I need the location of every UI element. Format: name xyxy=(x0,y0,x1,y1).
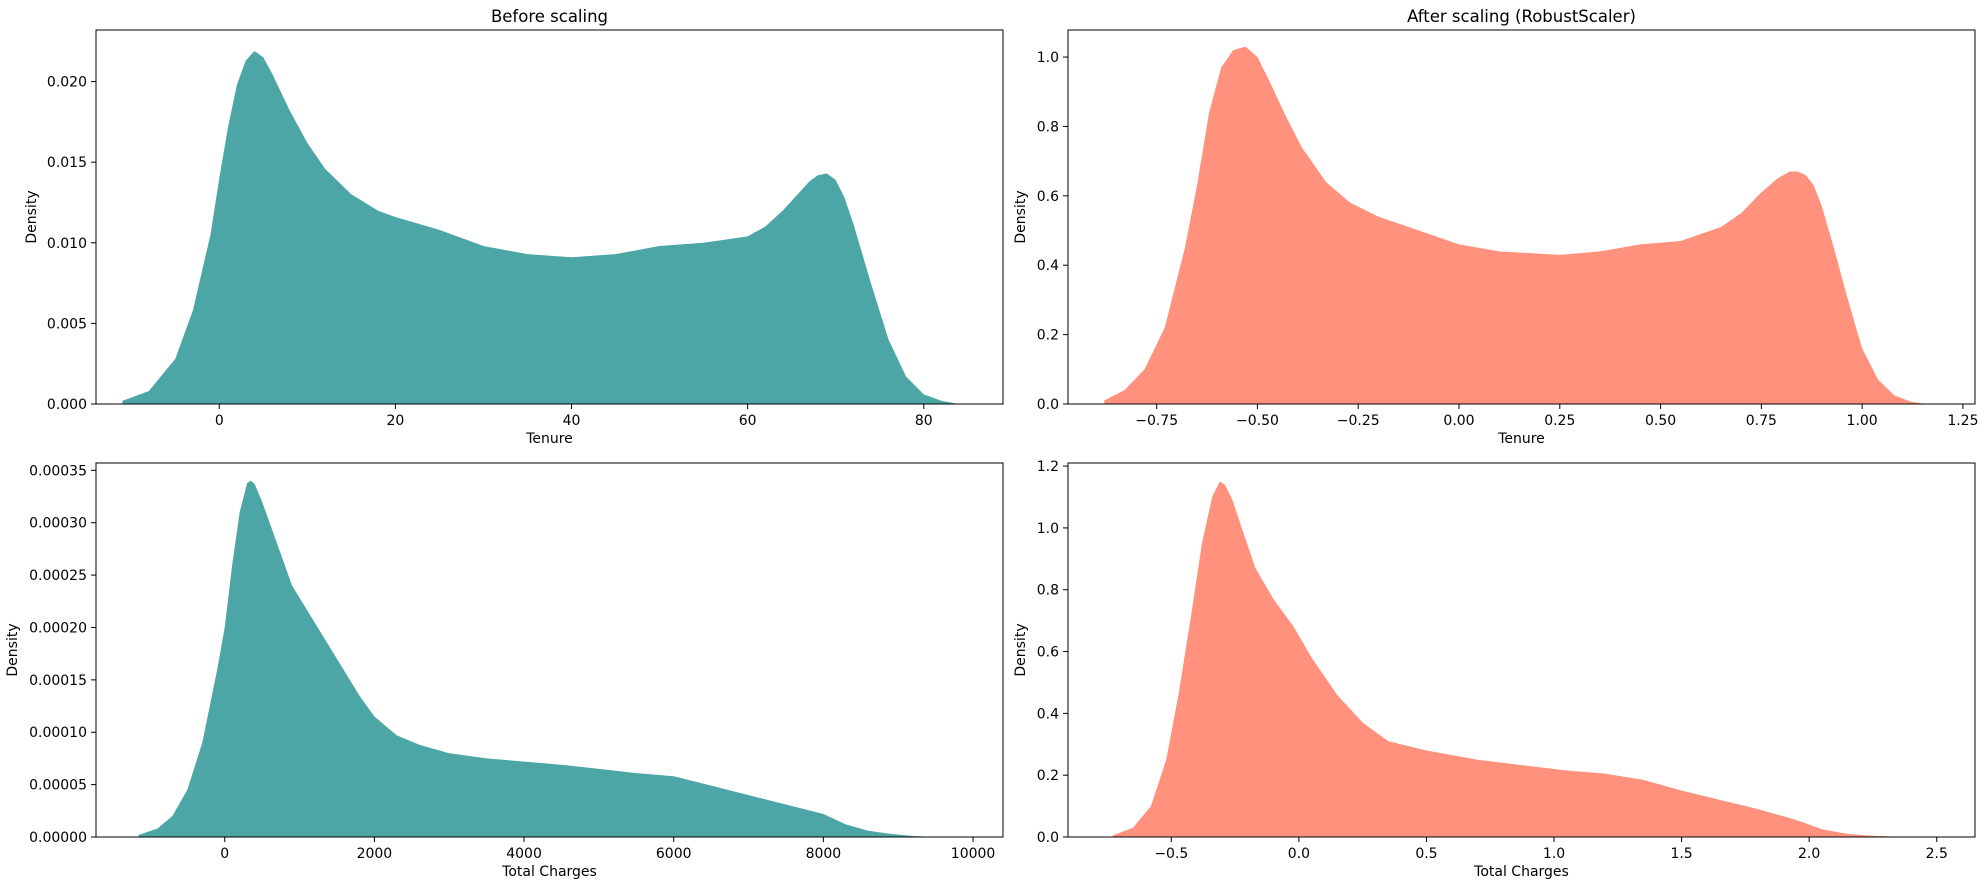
y-axis-label: Density xyxy=(1013,623,1029,676)
density-area xyxy=(1104,46,1927,405)
x-tick-label: 20 xyxy=(386,413,404,429)
x-axis-label: Tenure xyxy=(525,431,573,447)
x-tick-label: 0.5 xyxy=(1415,846,1437,862)
y-tick-label: 1.2 xyxy=(1037,459,1059,475)
subplot-tenure-before: 0 20 40 60 80 0.000 0.005 0.010 0.015 0.020 Tenure… xyxy=(24,7,1004,447)
y-tick-label: 0.00020 xyxy=(29,620,87,636)
y-tick-label: 0.6 xyxy=(1037,645,1059,661)
x-tick-label: 2000 xyxy=(357,846,393,862)
x-tick-label: −0.50 xyxy=(1236,413,1279,429)
x-tick-label: 40 xyxy=(563,413,581,429)
density-area xyxy=(1112,481,1924,837)
y-tick-label: 0.00030 xyxy=(29,516,87,532)
x-tick-label: 0 xyxy=(215,413,224,429)
x-tick-label: −0.5 xyxy=(1154,846,1188,862)
y-tick-label: 0.000 xyxy=(47,397,87,413)
y-tick-label: 0.015 xyxy=(47,155,87,171)
y-axis-label: Density xyxy=(1013,190,1029,243)
x-tick-label: −0.25 xyxy=(1337,413,1380,429)
y-tick-label: 0.010 xyxy=(47,236,87,252)
x-tick-label: −0.75 xyxy=(1135,413,1178,429)
x-tick-label: 0.00 xyxy=(1443,413,1474,429)
y-tick-label: 0.4 xyxy=(1037,706,1059,722)
x-tick-label: 1.5 xyxy=(1670,846,1692,862)
y-tick-label: 0.8 xyxy=(1037,583,1059,599)
chart-title: Before scaling xyxy=(491,7,608,26)
chart-title: After scaling (RobustScaler) xyxy=(1407,7,1636,26)
y-tick-label: 0.00025 xyxy=(29,568,87,584)
x-axis-label: Total Charges xyxy=(501,864,597,880)
subplot-tenure-after: −0.75 −0.50 −0.25 0.00 0.25 0.50 0.75 1.00 1.25 0… xyxy=(1013,7,1978,447)
y-tick-label: 0.2 xyxy=(1037,328,1059,344)
x-tick-label: 6000 xyxy=(656,846,692,862)
y-tick-label: 0.005 xyxy=(47,316,87,332)
x-tick-label: 2.0 xyxy=(1798,846,1820,862)
y-tick-label: 0.00015 xyxy=(29,673,87,689)
y-tick-label: 0.0 xyxy=(1037,830,1059,846)
y-tick-label: 0.00010 xyxy=(29,725,87,741)
y-axis-label: Density xyxy=(5,623,21,676)
x-tick-label: 4000 xyxy=(506,846,542,862)
x-tick-label: 10000 xyxy=(951,846,996,862)
axes-frame xyxy=(95,462,1004,838)
y-tick-label: 0.6 xyxy=(1037,189,1059,205)
x-axis-label: Total Charges xyxy=(1473,864,1569,880)
y-tick-label: 0.4 xyxy=(1037,258,1059,274)
x-tick-label: 60 xyxy=(739,413,757,429)
subplot-total-charges-after: −0.5 0.0 0.5 1.0 1.5 2.0 2.5 0.0 0.2 0.4 0.6 0.8 1.0… xyxy=(1013,459,1976,880)
density-area xyxy=(138,480,936,837)
axes-frame xyxy=(1067,462,1976,838)
x-tick-label: 2.5 xyxy=(1926,846,1948,862)
x-tick-label: 1.0 xyxy=(1543,846,1565,862)
density-area xyxy=(122,50,959,405)
x-tick-label: 1.00 xyxy=(1847,413,1878,429)
y-tick-label: 0.0 xyxy=(1037,397,1059,413)
y-axis-label: Density xyxy=(24,190,40,243)
x-tick-label: 0.0 xyxy=(1288,846,1310,862)
y-tick-label: 1.0 xyxy=(1037,50,1059,66)
y-tick-label: 1.0 xyxy=(1037,521,1059,537)
y-tick-label: 0.00005 xyxy=(29,778,87,794)
x-tick-label: 0.50 xyxy=(1645,413,1676,429)
y-tick-label: 0.00035 xyxy=(29,463,87,479)
y-tick-label: 0.8 xyxy=(1037,119,1059,135)
x-tick-label: 0.25 xyxy=(1544,413,1575,429)
y-tick-label: 0.00000 xyxy=(29,830,87,846)
x-tick-label: 0 xyxy=(220,846,229,862)
subplot-total-charges-before: 0 2000 4000 6000 8000 10000 0.00000 0.00005 0.00… xyxy=(5,462,1004,880)
x-axis-label: Tenure xyxy=(1497,431,1545,447)
y-tick-label: 0.020 xyxy=(47,75,87,91)
x-tick-label: 0.75 xyxy=(1746,413,1777,429)
y-tick-label: 0.2 xyxy=(1037,768,1059,784)
axes-frame xyxy=(1067,29,1976,405)
axes-frame xyxy=(95,29,1004,405)
x-tick-label: 80 xyxy=(915,413,933,429)
x-tick-label: 8000 xyxy=(806,846,842,862)
x-tick-label: 1.25 xyxy=(1947,413,1978,429)
